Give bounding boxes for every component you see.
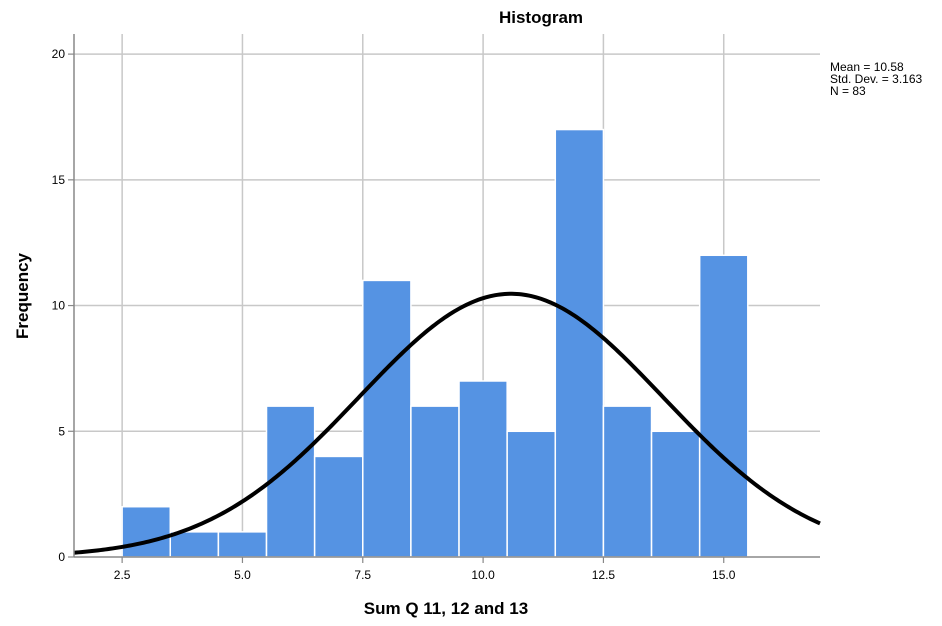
- histogram-bar: [650, 430, 701, 558]
- histogram-bar: [217, 531, 268, 558]
- histogram-bar: [121, 505, 172, 558]
- tick-labels: 0 5 10 15 20 2.5 5.0 7.5 10.0 12.5 15.0: [52, 47, 736, 582]
- x-tick-label: 7.5: [354, 568, 371, 582]
- histogram-bar: [169, 531, 220, 558]
- chart-title: Histogram: [499, 8, 583, 27]
- y-tick-label: 10: [52, 299, 66, 313]
- y-axis-label: Frequency: [13, 252, 32, 339]
- x-axis-label: Sum Q 11, 12 and 13: [364, 599, 528, 618]
- x-tick-label: 2.5: [114, 568, 131, 582]
- stats-box: Mean = 10.58 Std. Dev. = 3.163 N = 83: [830, 60, 922, 98]
- histogram-bar: [554, 128, 605, 558]
- stat-mean: Mean = 10.58: [830, 60, 904, 74]
- y-tick-label: 20: [52, 47, 66, 61]
- histogram-bar: [410, 405, 460, 558]
- y-tick-label: 15: [52, 173, 66, 187]
- histogram-bar: [458, 380, 508, 558]
- x-tick-label: 15.0: [712, 568, 736, 582]
- histogram-bar: [265, 405, 316, 558]
- stat-n: N = 83: [830, 84, 866, 98]
- y-tick-label: 5: [58, 424, 65, 438]
- histogram-bar: [602, 405, 653, 558]
- y-tick-label: 0: [58, 550, 65, 564]
- stat-std-dev: Std. Dev. = 3.163: [830, 72, 922, 86]
- histogram-bar: [362, 279, 412, 558]
- histogram-bar: [506, 430, 557, 558]
- histogram-bars: [121, 128, 749, 558]
- histogram-bar: [698, 254, 749, 558]
- axes: [73, 34, 820, 558]
- normal-curve: [73, 291, 821, 555]
- histogram-bar: [313, 455, 364, 558]
- x-tick-label: 12.5: [592, 568, 616, 582]
- x-tick-label: 10.0: [471, 568, 495, 582]
- x-tick-label: 5.0: [234, 568, 251, 582]
